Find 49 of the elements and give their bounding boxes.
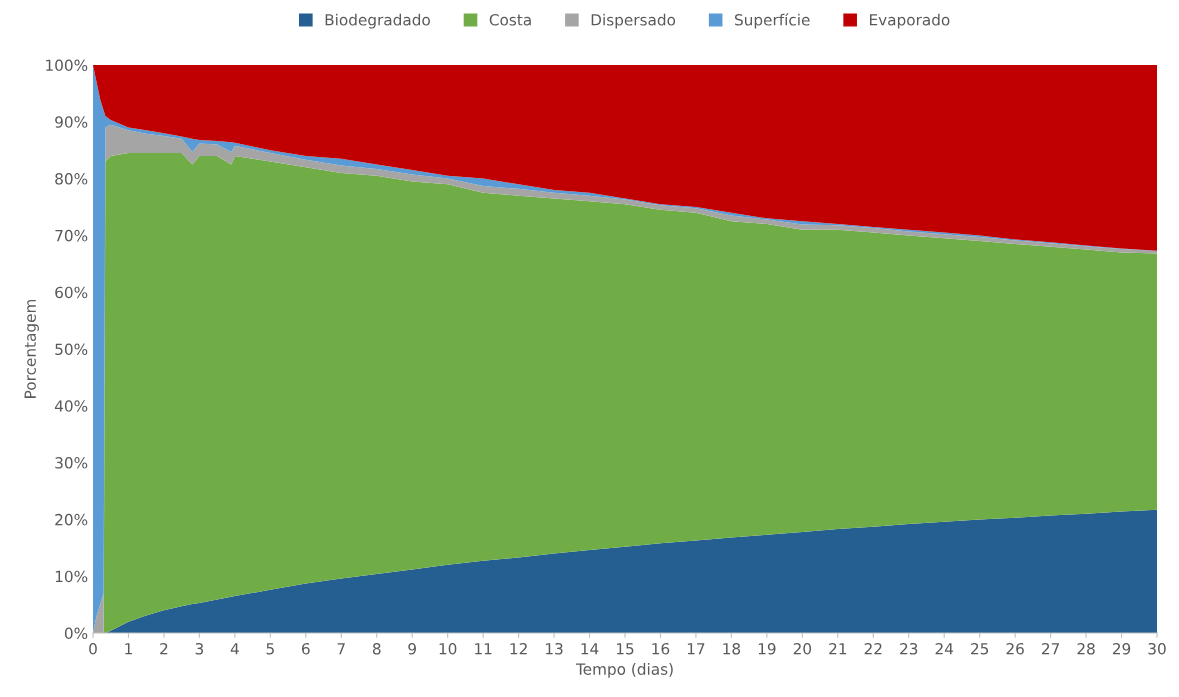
y-tick-label: 30% [55, 457, 88, 469]
y-tick-label: 20% [55, 513, 88, 526]
x-tick-label: 3 [195, 642, 204, 655]
x-tick-label: 16 [652, 642, 670, 655]
x-tick-label: 12 [510, 642, 527, 655]
legend-label: Costa [489, 14, 531, 26]
x-tick-label: 27 [1042, 642, 1060, 655]
x-tick-label: 18 [723, 642, 741, 655]
y-tick-label: 0% [64, 627, 88, 640]
x-tick-label: 11 [475, 643, 492, 655]
y-tick-label: 50% [55, 343, 88, 356]
y-tick-label: 60% [55, 286, 88, 299]
x-tick-label: 26 [1006, 642, 1024, 655]
legend-label: Dispersado [591, 13, 676, 29]
x-tick-label: 6 [302, 642, 310, 655]
x-tick-label: 24 [935, 642, 954, 655]
y-tick-label: 80% [55, 173, 88, 185]
x-tick-label: 2 [160, 642, 168, 655]
x-tick-label: 25 [971, 642, 989, 655]
x-tick-label: 29 [1112, 642, 1131, 655]
y-tick-label: 10% [55, 570, 88, 583]
legend-label: Evaporado [869, 13, 950, 29]
y-axis-title: Porcentagem [24, 299, 39, 398]
x-tick-label: 28 [1077, 642, 1095, 655]
legend-label: Superfície [735, 13, 810, 29]
x-tick-label: 9 [408, 642, 416, 655]
legend-label: Biodegradado [325, 13, 430, 29]
x-tick-label: 14 [581, 643, 599, 655]
y-tick-label: 70% [55, 229, 88, 242]
x-tick-label: 17 [687, 643, 705, 655]
x-axis-title: Tempo (dias) [575, 663, 673, 678]
x-tick-label: 19 [758, 642, 776, 655]
x-tick-label: 7 [337, 643, 345, 655]
x-tick-label: 15 [616, 643, 634, 655]
x-tick-label: 5 [266, 643, 274, 655]
x-tick-label: 1 [125, 643, 132, 655]
x-tick-label: 23 [900, 642, 918, 655]
y-tick-label: 100% [46, 59, 88, 72]
x-tick-label: 22 [864, 642, 882, 655]
x-tick-label: 30 [1148, 642, 1166, 655]
x-tick-label: 8 [372, 642, 381, 655]
x-tick-label: 13 [546, 642, 563, 655]
x-tick-label: 0 [89, 642, 97, 655]
y-tick-label: 90% [55, 116, 88, 128]
x-tick-label: 21 [829, 642, 847, 655]
x-tick-label: 10 [439, 642, 457, 655]
y-tick-label: 40% [54, 400, 88, 412]
x-tick-label: 20 [793, 642, 812, 655]
x-tick-label: 4 [230, 643, 239, 655]
